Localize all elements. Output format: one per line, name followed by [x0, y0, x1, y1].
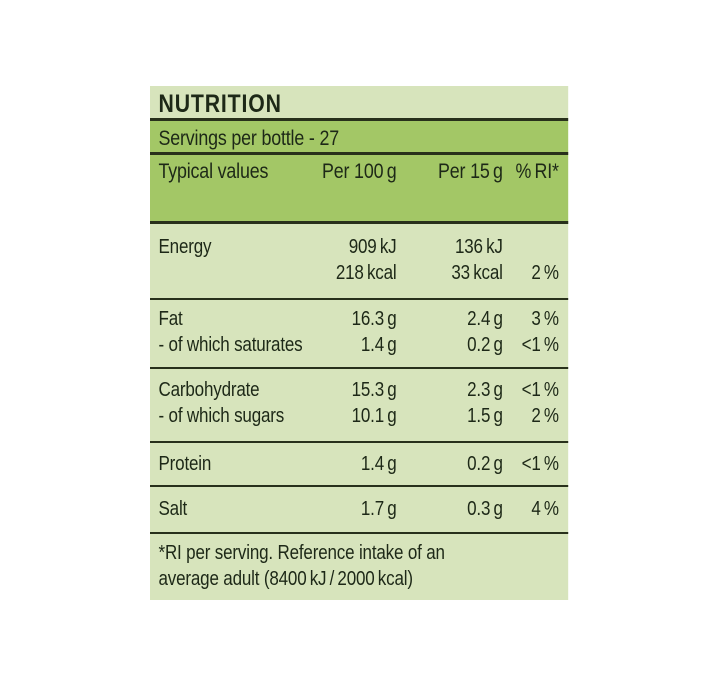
reference-intake-footnote: *RI per serving. Reference intake of an …	[150, 534, 569, 600]
nutrition-title: NUTRITION	[150, 86, 569, 121]
energy-ri: 2 %	[531, 262, 559, 284]
salt-per100: 1.7 g	[360, 498, 397, 520]
sugars-label: - of which sugars	[158, 405, 285, 427]
saturates-per15: 0.2 g	[467, 334, 503, 356]
row-energy: Energy 909 kJ 218 kcal 136 kJ 33 kcal 2 …	[150, 224, 569, 300]
salt-per15: 0.3 g	[467, 498, 503, 520]
fat-label: Fat	[158, 308, 183, 330]
footnote-line-1: *RI per serving. Reference intake of an	[158, 542, 445, 564]
carbohydrate-per100: 15.3 g	[351, 379, 397, 401]
col-header-percent-ri: % RI*	[515, 160, 559, 183]
fat-ri: 3 %	[531, 308, 559, 330]
footnote-line-2: average adult (8400 kJ / 2000 kcal)	[158, 568, 413, 590]
carbohydrate-ri: <1 %	[521, 379, 559, 401]
carbohydrate-label: Carbohydrate	[158, 379, 260, 401]
energy-per15-kj: 136 kJ	[454, 236, 503, 258]
salt-ri: 4 %	[531, 498, 559, 520]
protein-label: Protein	[158, 453, 212, 475]
servings-per-bottle: Servings per bottle - 27	[150, 121, 569, 155]
row-salt: Salt 1.7 g 0.3 g 4 %	[150, 487, 569, 534]
col-header-per-100g: Per 100 g	[322, 160, 397, 183]
energy-label: Energy	[158, 236, 212, 258]
salt-label: Salt	[158, 498, 188, 520]
fat-per15: 2.4 g	[467, 308, 503, 330]
row-protein: Protein 1.4 g 0.2 g <1 %	[150, 443, 569, 487]
row-carbohydrate-sugars: Carbohydrate - of which sugars 15.3 g 10…	[150, 369, 569, 443]
col-header-per-15g: Per 15 g	[438, 160, 503, 183]
energy-ri-spacer	[503, 234, 559, 260]
sugars-per100: 10.1 g	[351, 405, 397, 427]
row-fat-saturates: Fat - of which saturates 16.3 g 1.4 g 2.…	[150, 300, 569, 369]
col-header-typical-values: Typical values	[158, 160, 269, 183]
sugars-per15: 1.5 g	[467, 405, 503, 427]
saturates-per100: 1.4 g	[360, 334, 397, 356]
protein-ri: <1 %	[521, 453, 559, 475]
energy-per100-kcal: 218 kcal	[335, 262, 397, 284]
protein-per100: 1.4 g	[360, 453, 397, 475]
saturates-ri: <1 %	[521, 334, 559, 356]
energy-per100-kj: 909 kJ	[348, 236, 397, 258]
column-header-row: Typical values Per 100 g Per 15 g % RI*	[150, 155, 569, 224]
energy-per15-kcal: 33 kcal	[451, 262, 503, 284]
saturates-label: - of which saturates	[158, 334, 303, 356]
fat-per100: 16.3 g	[351, 308, 397, 330]
protein-per15: 0.2 g	[467, 453, 503, 475]
sugars-ri: 2 %	[531, 405, 559, 427]
carbohydrate-per15: 2.3 g	[467, 379, 503, 401]
nutrition-panel: NUTRITION Servings per bottle - 27 Typic…	[150, 86, 569, 600]
